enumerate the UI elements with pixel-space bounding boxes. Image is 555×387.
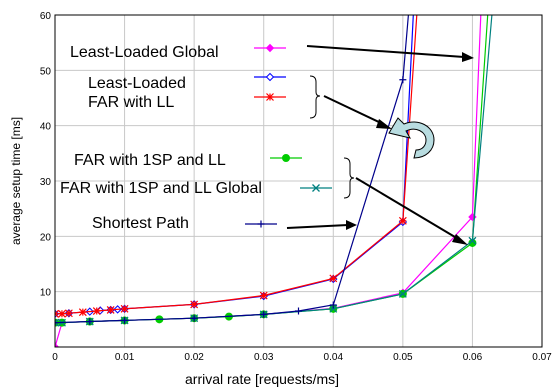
data-point-shortest-path [399,76,407,84]
y-tick-label: 30 [40,177,52,188]
x-tick-label: 0.05 [393,352,413,363]
legend-label-far-with-ll: FAR with LL [88,94,174,111]
y-tick-label: 60 [40,11,52,22]
data-point-far-with-ll [64,309,73,318]
data-point-shortest-path [295,307,302,315]
arrow-shortest-path [286,224,349,229]
arrowhead-far-1sp [452,234,468,245]
x-tick-label: 0.03 [254,352,274,363]
legend-label-far-1sp-ll: FAR with 1SP and LL [74,152,226,169]
data-point-shortest-path [86,318,94,326]
arrow-ll-far [323,95,384,125]
arrowhead-ll-far [376,119,392,129]
x-tick-label: 0.06 [463,352,483,363]
legend-swatch-marker-least-loaded-global [265,43,275,53]
y-axis-title: average setup time [ms] [9,117,23,245]
arrowhead-least-loaded-global [462,52,474,62]
series-layer [55,15,493,347]
data-point-shortest-path [55,319,59,327]
y-tick-label: 20 [40,232,52,243]
data-point-far-with-ll [106,306,115,314]
legend-swatch-marker-shortest-path [257,220,265,228]
x-tick-label: 0.04 [324,352,344,363]
y-tick-label: 50 [40,66,52,77]
legend-swatch-marker-far-with-ll [266,93,274,101]
pointer-arrows [286,45,474,245]
arrowhead-shortest-path [346,220,357,230]
legend-swatch-marker-far-with-1sp-and-ll-global [312,184,320,192]
data-point-far-with-ll [398,216,407,225]
data-point-far-with-ll [78,308,87,317]
data-point-far-with-1sp-and-ll-global [398,289,407,298]
x-tick-label: 0.07 [532,352,552,363]
data-point-shortest-path [260,310,268,318]
legend-label-least-loaded: Least-Loaded [88,75,186,92]
series-shortest-path [55,15,409,327]
x-tick-label: 0 [52,352,58,363]
arrow-least-loaded-global [306,45,465,58]
legend-swatch-marker-least-loaded [265,72,275,82]
legend-label-shortest-path: Shortest Path [92,215,189,232]
tick-labels: 0 0.01 0.02 0.03 0.04 0.05 0.06 0.07 10 20 30 40 50 6… [40,11,552,363]
data-point-far-with-1sp-and-ll-global [55,318,59,327]
data-point-far-with-1sp-and-ll-global [329,304,338,313]
legend-swatch-marker-far-with-1sp-and-ll [282,154,290,162]
data-point-far-with-ll [329,274,338,283]
legend: Least-Loaded Global Least-Loaded FAR wit… [60,43,474,245]
arrow-far-1sp [355,177,461,241]
data-point-far-with-ll [259,291,268,300]
legend-swatches [245,43,332,228]
plot-frame [54,14,543,348]
data-point-shortest-path [329,301,337,309]
data-point-least-loaded-global [55,342,60,347]
data-point-shortest-path [121,316,129,324]
data-point-shortest-path [190,314,198,322]
curved-arrow-symbol [388,117,435,159]
legend-label-far-1sp-ll-global: FAR with 1SP and LL Global [60,180,262,197]
data-point-far-with-ll [190,300,199,309]
legend-brace-bottom [343,157,355,199]
x-tick-label: 0.02 [184,352,204,363]
legend-label-least-loaded-global: Least-Loaded Global [70,44,219,61]
x-axis-title: arrival rate [requests/ms] [185,371,339,387]
data-point-far-with-ll [92,307,101,315]
y-tick-label: 40 [40,122,52,133]
y-tick-label: 10 [40,288,52,299]
grid [55,15,542,347]
data-point-far-with-ll [58,309,66,318]
x-tick-label: 0.01 [115,352,135,363]
legend-brace-top [309,75,321,119]
data-point-far-with-1sp-and-ll-global [468,236,477,245]
data-point-far-with-ll [120,304,129,313]
